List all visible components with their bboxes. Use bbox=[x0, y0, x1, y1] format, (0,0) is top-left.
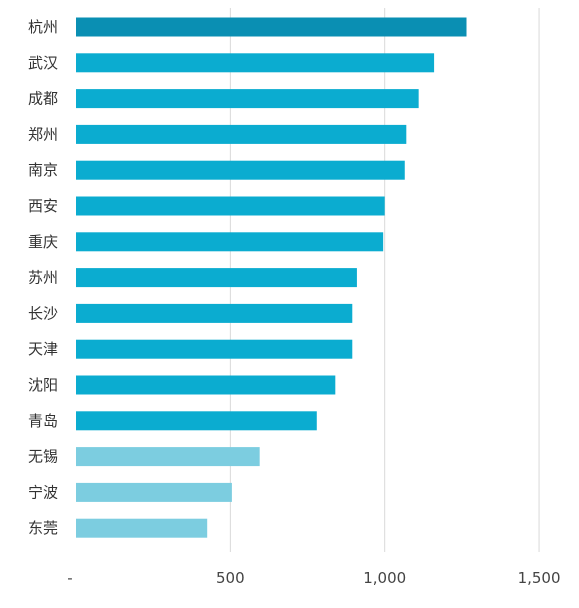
bar-8 bbox=[76, 268, 357, 288]
bar-12 bbox=[76, 411, 317, 431]
x-tick-label: 1,500 bbox=[518, 569, 561, 587]
category-label: 苏州 bbox=[28, 269, 58, 287]
category-label: 成都 bbox=[28, 90, 58, 108]
bars bbox=[76, 17, 467, 538]
bar-5 bbox=[76, 160, 405, 180]
x-tick-label: 1,000 bbox=[363, 569, 406, 587]
category-label: 青岛 bbox=[28, 412, 58, 430]
bar-4 bbox=[76, 124, 407, 144]
category-label: 西安 bbox=[28, 197, 58, 215]
category-label: 宁波 bbox=[28, 483, 58, 501]
category-label: 郑州 bbox=[28, 125, 58, 143]
category-label: 南京 bbox=[28, 161, 58, 179]
bar-14 bbox=[76, 482, 232, 502]
bar-2 bbox=[76, 53, 435, 73]
bar-15 bbox=[76, 518, 208, 538]
category-label: 沈阳 bbox=[28, 376, 58, 394]
bar-6 bbox=[76, 196, 385, 216]
x-tick-label: - bbox=[67, 569, 72, 587]
bar-11 bbox=[76, 375, 336, 395]
bar-7 bbox=[76, 232, 384, 252]
bar-9 bbox=[76, 303, 353, 323]
bar-3 bbox=[76, 89, 419, 109]
category-label: 杭州 bbox=[28, 18, 58, 36]
category-label: 长沙 bbox=[28, 304, 58, 322]
bar-13 bbox=[76, 447, 260, 467]
bar-1 bbox=[76, 17, 467, 37]
x-tick-labels: - 500 1,000 1,500 bbox=[67, 569, 560, 587]
bar-10 bbox=[76, 339, 353, 359]
category-label: 天津 bbox=[28, 340, 58, 358]
category-label: 武汉 bbox=[28, 54, 58, 72]
x-tick-label: 500 bbox=[216, 569, 245, 587]
category-label: 无锡 bbox=[28, 448, 58, 466]
category-label: 重庆 bbox=[28, 233, 58, 251]
category-label: 东莞 bbox=[28, 519, 58, 537]
